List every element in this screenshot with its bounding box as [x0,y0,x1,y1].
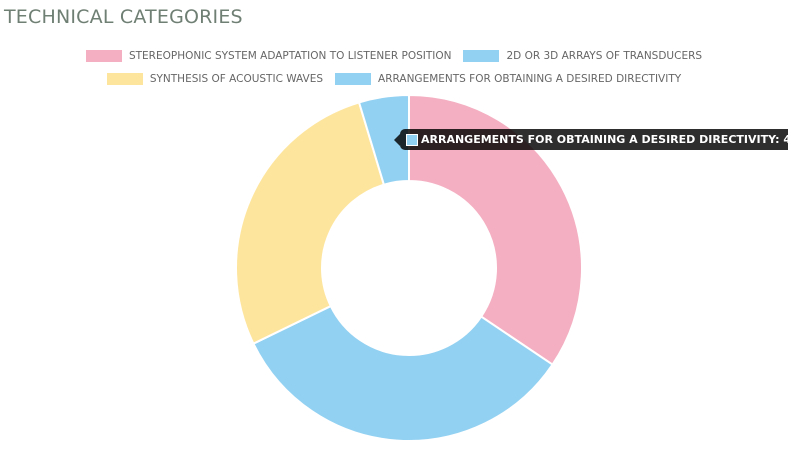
tooltip-text: ARRANGEMENTS FOR OBTAINING A DESIRED DIR… [421,133,788,146]
legend-swatch [335,73,372,85]
legend-item-stereophonic[interactable]: STEREOPHONIC SYSTEM ADAPTATION TO LISTEN… [85,50,452,62]
slice-synthesis[interactable] [235,101,386,345]
legend-item-directivity[interactable]: ARRANGEMENTS FOR OBTAINING A DESIRED DIR… [335,73,681,85]
legend-swatch [106,73,143,85]
legend-item-arrays[interactable]: 2D OR 3D ARRAYS OF TRANSDUCERS [463,50,702,62]
legend-row: STEREOPHONIC SYSTEM ADAPTATION TO LISTEN… [0,46,788,66]
legend-label: SYNTHESIS OF ACOUSTIC WAVES [149,73,324,85]
chart-legend: STEREOPHONIC SYSTEM ADAPTATION TO LISTEN… [0,46,788,92]
slice-stereophonic[interactable] [408,93,583,366]
chart-title: TECHNICAL CATEGORIES [4,6,243,28]
legend-item-synthesis[interactable]: SYNTHESIS OF ACOUSTIC WAVES [106,73,324,85]
chart-tooltip: ARRANGEMENTS FOR OBTAINING A DESIRED DIR… [394,129,788,150]
legend-label: ARRANGEMENTS FOR OBTAINING A DESIRED DIR… [378,73,682,85]
legend-swatch [463,50,500,62]
legend-label: STEREOPHONIC SYSTEM ADAPTATION TO LISTEN… [128,50,452,62]
tooltip-swatch [406,133,418,146]
legend-swatch [85,50,122,62]
legend-row: SYNTHESIS OF ACOUSTIC WAVES ARRANGEMENTS… [0,69,788,89]
legend-label: 2D OR 3D ARRAYS OF TRANSDUCERS [506,50,703,62]
slice-arrays[interactable] [252,304,554,442]
